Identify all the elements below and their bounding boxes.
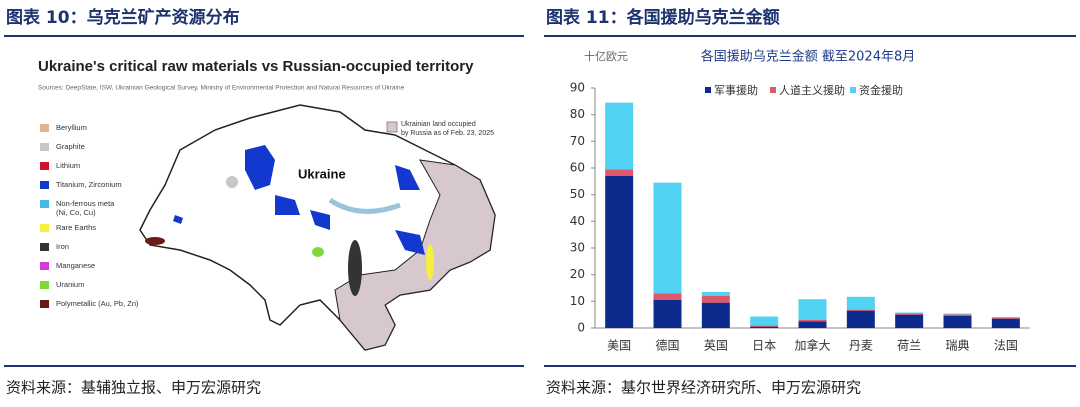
legend-swatch: [40, 243, 49, 251]
legend-label: (Ni, Co, Cu): [56, 208, 96, 217]
legend-label: Beryllium: [56, 123, 87, 132]
country-label: Ukraine: [298, 166, 346, 181]
bar-segment: [605, 169, 634, 176]
bar-segment: [798, 320, 827, 322]
bar-segment: [701, 302, 730, 328]
bar-segment: [701, 292, 730, 296]
x-tick-label: 加拿大: [794, 338, 830, 353]
bar-segment: [605, 176, 634, 328]
deposit: [312, 247, 324, 257]
y-tick-label: 10: [570, 294, 585, 308]
legend-swatch: [40, 124, 49, 132]
bar-segment: [846, 309, 875, 311]
legend-label: Lithium: [56, 161, 80, 170]
bar-segment: [653, 300, 682, 328]
x-tick-label: 日本: [752, 339, 776, 353]
map: Ukraine: [139, 104, 496, 351]
deposit: [226, 176, 238, 188]
map-sources: Sources: DeepState, ISW, Ukrainian Geolo…: [38, 85, 405, 92]
legend-swatch: [40, 224, 49, 232]
bar-segment: [991, 317, 1020, 319]
x-tick-label: 荷兰: [897, 339, 921, 353]
legend-swatch: [40, 281, 49, 289]
left-source: 资料来源：基辅独立报、申万宏源研究: [6, 379, 261, 397]
bar-segment: [846, 296, 875, 310]
y-tick-label: 70: [570, 134, 585, 148]
legend-label: Uranium: [56, 280, 84, 289]
left-heading: 图表 10：乌克兰矿产资源分布: [6, 7, 240, 28]
x-tick-label: 瑞典: [945, 339, 969, 353]
legend-swatch: [40, 162, 49, 170]
legend-label: Graphite: [56, 142, 85, 151]
occupied-label: by Russia as of Feb. 23, 2025: [401, 130, 494, 137]
deposit: [348, 240, 362, 296]
legend-label: Polymetallic (Au, Pb, Zn): [56, 299, 139, 308]
occupied-label: Ukrainian land occupied: [401, 121, 476, 128]
occupied-area: [334, 159, 496, 351]
y-tick-label: 60: [570, 161, 585, 175]
deposit: [145, 237, 165, 245]
legend-label: Titanium, Zirconium: [56, 180, 122, 189]
bar-segment: [943, 313, 972, 315]
y-tick-label: 80: [570, 107, 585, 121]
legend-swatch: [40, 300, 49, 308]
right-heading: 图表 11：各国援助乌克兰金额: [546, 7, 780, 28]
y-tick-label: 50: [570, 187, 585, 201]
x-tick-label: 美国: [607, 339, 631, 353]
chart-title: 各国援助乌克兰金额 截至2024年8月: [701, 49, 916, 65]
bar-segment: [653, 293, 682, 300]
bar-segment: [605, 102, 634, 170]
x-tick-label: 德国: [655, 338, 679, 353]
legend-label: Non-ferrous meta: [56, 199, 115, 208]
legend-swatch: [770, 87, 776, 93]
y-tick-label: 40: [570, 214, 585, 228]
x-tick-label: 丹麦: [849, 339, 873, 353]
bar-segment: [895, 313, 924, 315]
legend-label: 资金援助: [859, 83, 903, 97]
bar-segment: [750, 326, 779, 328]
legend-label: 军事援助: [714, 83, 758, 97]
legend-label: 人道主义援助: [779, 83, 845, 97]
legend-swatch: [40, 181, 49, 189]
map-title: Ukraine's critical raw materials vs Russ…: [38, 58, 474, 75]
bar-segment: [798, 299, 827, 320]
bar-segment: [750, 325, 779, 327]
legend-swatch: [40, 200, 49, 208]
bar-segment: [895, 312, 924, 314]
river: [328, 197, 401, 214]
legend-swatch: [40, 262, 49, 270]
legend-label: Rare Earths: [56, 223, 96, 232]
bar-segment: [846, 310, 875, 328]
legend-swatch: [40, 143, 49, 151]
bar-segment: [943, 316, 972, 328]
bar-segment: [750, 316, 779, 326]
bar-segment: [798, 321, 827, 328]
bar-segment: [653, 182, 682, 294]
y-tick-label: 90: [570, 81, 585, 95]
y-unit: 十亿欧元: [584, 49, 628, 63]
y-tick-label: 20: [570, 267, 585, 281]
legend-swatch: [850, 87, 856, 93]
y-tick-label: 0: [577, 321, 585, 335]
bar-segment: [943, 314, 972, 316]
bar-segment: [701, 296, 730, 303]
legend-label: Manganese: [56, 261, 95, 270]
bar-segment: [895, 314, 924, 328]
deposit: [426, 244, 434, 280]
legend-swatch: [705, 87, 711, 93]
y-tick-label: 30: [570, 241, 585, 255]
bar-segment: [991, 318, 1020, 328]
occupied-key: [386, 121, 398, 133]
x-tick-label: 英国: [704, 339, 728, 353]
right-source: 资料来源：基尔世界经济研究所、申万宏源研究: [546, 379, 861, 397]
legend-label: Iron: [56, 242, 69, 251]
x-tick-label: 法国: [994, 339, 1018, 353]
